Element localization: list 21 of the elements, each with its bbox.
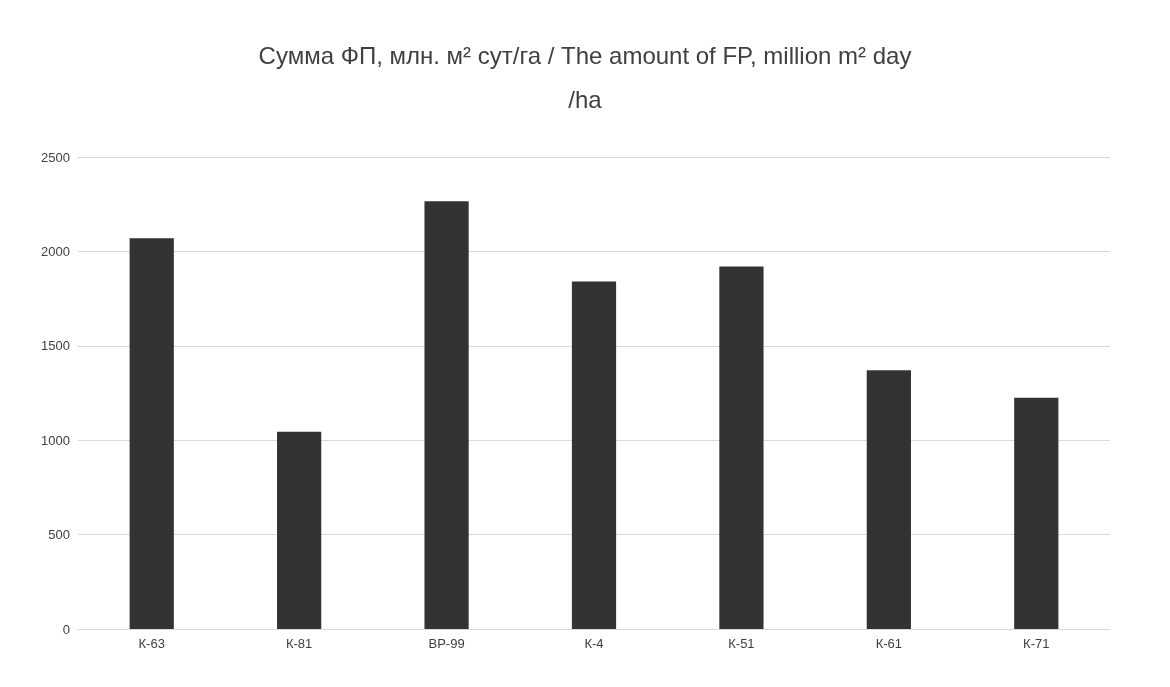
x-tick-label: К-51 bbox=[728, 636, 755, 651]
x-tick-label: К-63 bbox=[138, 636, 165, 651]
y-tick-label: 1500 bbox=[41, 338, 70, 354]
x-tick-label: К-71 bbox=[1023, 636, 1050, 651]
x-tick-label: К-81 bbox=[285, 636, 313, 651]
y-tick-label: 1000 bbox=[41, 432, 70, 448]
y-tick-label: 2500 bbox=[41, 149, 70, 165]
x-tick-label: ВР-99 bbox=[428, 636, 465, 651]
y-tick-label: 500 bbox=[48, 527, 70, 543]
x-tick-label: К-4 bbox=[584, 636, 604, 651]
y-tick-label: 0 bbox=[62, 621, 70, 637]
bar bbox=[866, 370, 911, 629]
bar bbox=[1014, 397, 1059, 629]
chart-title: Сумма ФП, млн. м² сут/га / The amount of FP, million m² day/ha bbox=[258, 41, 912, 113]
y-tick-label: 2000 bbox=[41, 243, 70, 259]
bar bbox=[424, 201, 469, 629]
bar bbox=[277, 431, 322, 629]
x-tick-label: К-61 bbox=[875, 636, 903, 651]
bar bbox=[129, 238, 174, 629]
bar bbox=[571, 281, 617, 629]
bar bbox=[719, 266, 764, 629]
